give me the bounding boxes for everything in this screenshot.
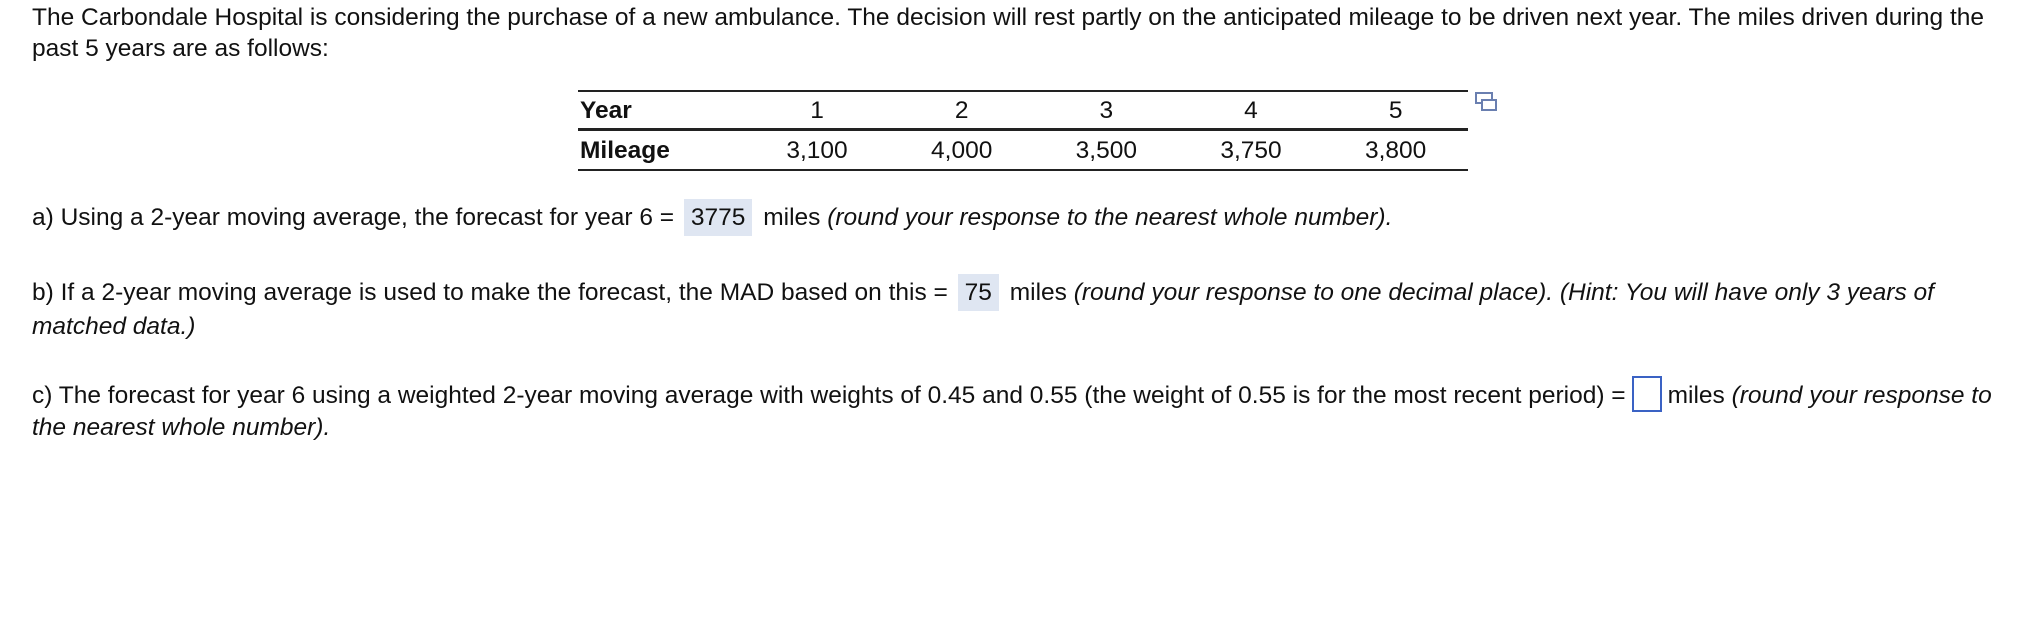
question-a-answer-field[interactable]: 3775 <box>683 199 753 236</box>
row-header-year: Year <box>578 90 745 131</box>
year-cell: 3 <box>1034 90 1179 131</box>
question-a: a) Using a 2-year moving average, the fo… <box>32 199 2007 236</box>
problem-content: The Carbondale Hospital is considering t… <box>32 2 2007 443</box>
problem-intro: The Carbondale Hospital is considering t… <box>32 4 1985 62</box>
question-c-text: c) The forecast for year 6 using a weigh… <box>32 382 1626 409</box>
question-b-unit: miles <box>1009 279 1067 306</box>
row-header-mileage: Mileage <box>578 129 745 171</box>
question-b: b) If a 2-year moving average is used to… <box>32 274 2007 342</box>
mileage-cell: 3,800 <box>1323 129 1468 171</box>
question-a-unit: miles <box>763 204 821 231</box>
question-a-text: a) Using a 2-year moving average, the fo… <box>32 204 675 231</box>
popout-window-icon[interactable] <box>1474 90 1498 112</box>
question-a-note: (round your response to the nearest whol… <box>827 204 1393 231</box>
question-b-answer-field[interactable]: 75 <box>957 274 999 311</box>
question-c-unit: miles <box>1667 382 1725 409</box>
mileage-table-container: Year 1 2 3 4 5 Mileage 3,100 4,000 3,500… <box>578 90 1497 171</box>
question-c-note: (round your response to the nearest whol… <box>32 382 1992 441</box>
year-cell: 1 <box>744 90 890 131</box>
table-row-mileage: Mileage 3,100 4,000 3,500 3,750 3,800 <box>578 129 1468 171</box>
question-b-note: (round your response to one decimal plac… <box>32 279 1934 340</box>
mileage-cell: 3,500 <box>1034 129 1179 171</box>
question-c-answer-input[interactable] <box>1631 375 1662 412</box>
question-c: c) The forecast for year 6 using a weigh… <box>32 375 2007 443</box>
year-cell: 2 <box>889 90 1034 131</box>
mileage-table: Year 1 2 3 4 5 Mileage 3,100 4,000 3,500… <box>578 90 1468 171</box>
mileage-cell: 3,100 <box>744 129 890 171</box>
mileage-cell: 4,000 <box>889 129 1034 171</box>
question-b-text: b) If a 2-year moving average is used to… <box>32 279 948 306</box>
table-row-year: Year 1 2 3 4 5 <box>578 90 1468 131</box>
year-cell: 4 <box>1178 90 1324 131</box>
year-cell: 5 <box>1323 90 1468 131</box>
mileage-cell: 3,750 <box>1178 129 1324 171</box>
